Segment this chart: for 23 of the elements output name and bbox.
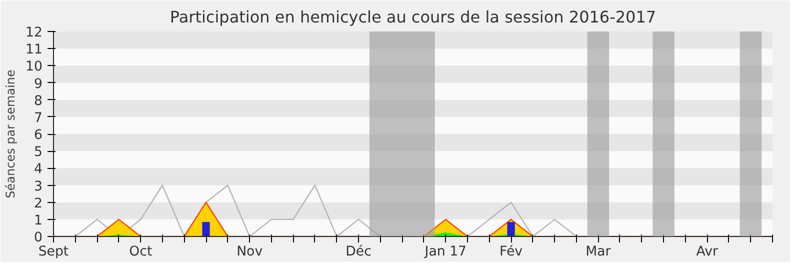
y-tick-label: 8 (34, 94, 43, 109)
x-tick-label: Déc (346, 244, 372, 260)
y-tick-label: 11 (26, 42, 43, 58)
y-tick-label: 6 (34, 128, 43, 143)
y-tick-label: 7 (34, 110, 43, 126)
y-tick-label: 12 (26, 26, 43, 40)
x-tick-label: Mar (586, 244, 612, 260)
x-tick-label: Fév (500, 244, 523, 260)
y-tick-label: 4 (34, 162, 43, 178)
x-tick-label: Oct (129, 244, 152, 260)
y-tick-label: 9 (34, 76, 43, 92)
chart-title: Participation en hemicycle au cours de la session 2016-2017 (170, 8, 656, 26)
x-tick-label: Jan 17 (424, 244, 467, 260)
y-axis-title: Séances par semaine (4, 70, 18, 198)
x-tick-label: Avr (696, 244, 719, 260)
x-tick-label: Sept (38, 244, 69, 260)
y-tick-label: 1 (34, 213, 43, 228)
y-tick-label: 10 (26, 60, 43, 75)
y-tick-label: 0 (34, 230, 43, 246)
y-tick-label: 2 (34, 196, 43, 212)
y-tick-label: 5 (34, 145, 43, 160)
y-tick-label: 3 (34, 179, 43, 194)
x-tick-label: Nov (236, 244, 263, 260)
